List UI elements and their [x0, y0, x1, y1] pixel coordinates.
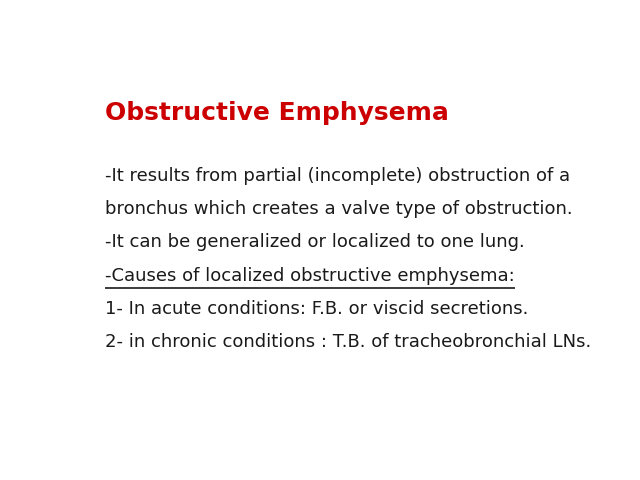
Text: bronchus which creates a valve type of obstruction.: bronchus which creates a valve type of o…	[105, 200, 572, 218]
Text: -It can be generalized or localized to one lung.: -It can be generalized or localized to o…	[105, 233, 525, 252]
Text: -Causes of localized obstructive emphysema:: -Causes of localized obstructive emphyse…	[105, 267, 515, 285]
Text: 2- in chronic conditions : T.B. of tracheobronchial LNs.: 2- in chronic conditions : T.B. of trach…	[105, 333, 591, 351]
Text: 1- In acute conditions: F.B. or viscid secretions.: 1- In acute conditions: F.B. or viscid s…	[105, 300, 528, 318]
Text: Obstructive Emphysema: Obstructive Emphysema	[105, 101, 449, 125]
Text: -It results from partial (incomplete) obstruction of a: -It results from partial (incomplete) ob…	[105, 167, 570, 185]
